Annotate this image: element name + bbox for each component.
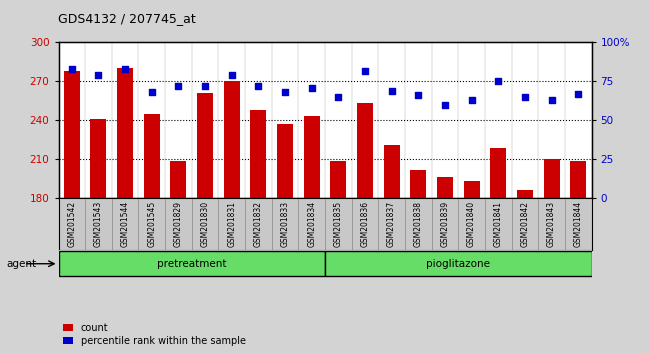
- Bar: [490, 148, 506, 198]
- Point: [67, 66, 77, 72]
- Point: [547, 97, 557, 103]
- Text: GSM201836: GSM201836: [361, 201, 369, 247]
- Text: GSM201544: GSM201544: [121, 201, 129, 247]
- Bar: [197, 93, 213, 198]
- Bar: [144, 114, 160, 198]
- Text: GSM201545: GSM201545: [148, 201, 156, 247]
- Point: [439, 102, 450, 108]
- Text: GSM201837: GSM201837: [387, 201, 396, 247]
- Bar: [384, 145, 400, 198]
- Bar: [90, 119, 107, 198]
- Text: GSM201838: GSM201838: [414, 201, 422, 247]
- Bar: [330, 161, 346, 198]
- Point: [520, 94, 530, 100]
- Point: [386, 88, 396, 93]
- Bar: [224, 81, 240, 198]
- Legend: count, percentile rank within the sample: count, percentile rank within the sample: [63, 323, 246, 346]
- Bar: [250, 110, 266, 198]
- Text: GSM201842: GSM201842: [521, 201, 529, 247]
- Text: GSM201831: GSM201831: [227, 201, 236, 247]
- Text: GSM201835: GSM201835: [334, 201, 343, 247]
- Point: [413, 93, 424, 98]
- Bar: [410, 170, 426, 198]
- Text: pretreatment: pretreatment: [157, 259, 226, 269]
- Point: [173, 83, 184, 89]
- Point: [120, 66, 130, 72]
- Bar: [277, 124, 293, 198]
- Text: GSM201829: GSM201829: [174, 201, 183, 247]
- Text: GSM201543: GSM201543: [94, 201, 103, 247]
- Text: agent: agent: [6, 259, 36, 269]
- Bar: [64, 71, 80, 198]
- Text: GSM201830: GSM201830: [201, 201, 209, 247]
- Bar: [543, 159, 560, 198]
- Point: [573, 91, 584, 97]
- Bar: [170, 161, 187, 198]
- Text: GSM201841: GSM201841: [494, 201, 502, 247]
- Bar: [117, 68, 133, 198]
- Text: GSM201833: GSM201833: [281, 201, 289, 247]
- Point: [493, 79, 504, 84]
- Point: [467, 97, 477, 103]
- Bar: [463, 181, 480, 198]
- Bar: [570, 161, 586, 198]
- Bar: [437, 177, 453, 198]
- Text: GSM201832: GSM201832: [254, 201, 263, 247]
- Text: GSM201840: GSM201840: [467, 201, 476, 247]
- Bar: [325, 251, 592, 276]
- Point: [227, 72, 237, 78]
- Text: GSM201834: GSM201834: [307, 201, 316, 247]
- Text: GDS4132 / 207745_at: GDS4132 / 207745_at: [58, 12, 196, 25]
- Point: [254, 83, 264, 89]
- Bar: [304, 116, 320, 198]
- Bar: [357, 103, 373, 198]
- Point: [280, 90, 291, 95]
- Point: [94, 72, 104, 78]
- Text: GSM201542: GSM201542: [68, 201, 76, 247]
- Text: GSM201839: GSM201839: [441, 201, 449, 247]
- Text: pioglitazone: pioglitazone: [426, 259, 490, 269]
- Point: [200, 83, 211, 89]
- Text: GSM201844: GSM201844: [574, 201, 582, 247]
- Bar: [58, 251, 325, 276]
- Point: [333, 94, 343, 100]
- Bar: [517, 190, 533, 198]
- Point: [147, 90, 157, 95]
- Point: [360, 68, 370, 73]
- Point: [307, 85, 317, 91]
- Text: GSM201843: GSM201843: [547, 201, 556, 247]
